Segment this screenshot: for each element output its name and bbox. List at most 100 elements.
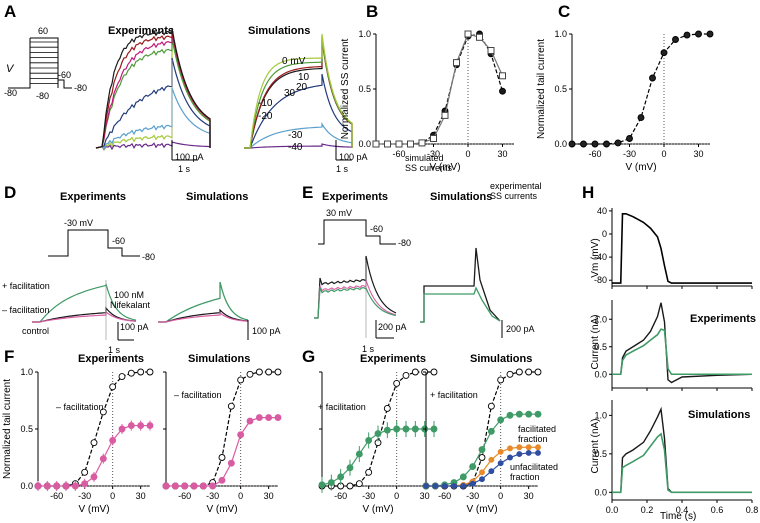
G-sim-point xyxy=(497,416,505,424)
a-sim-label: -30 xyxy=(288,130,303,141)
C-point xyxy=(626,135,633,142)
F-sim-point xyxy=(274,368,282,376)
F-exp-point xyxy=(99,455,107,463)
e-exp-scale-current: 200 pA xyxy=(378,322,407,332)
e-protocol xyxy=(318,219,396,245)
protocol-a-steps xyxy=(30,41,58,84)
h-current-axis-label-exp: Current (nA) xyxy=(590,314,601,369)
F-exp-point xyxy=(81,468,89,476)
B-point xyxy=(453,59,460,67)
F-sim-point xyxy=(246,370,254,378)
G-sim-point xyxy=(478,446,486,453)
G-exp-point xyxy=(393,425,401,433)
G-exp-point xyxy=(411,425,419,433)
B-point xyxy=(395,140,403,148)
G-exp-point xyxy=(337,473,345,481)
C-xtick-label: 30 xyxy=(693,149,703,159)
g-sim-facilitated-2: fraction xyxy=(518,434,548,444)
e-protocol-v3: -80 xyxy=(398,238,411,248)
G-sim-point xyxy=(534,368,542,376)
B-series-line xyxy=(376,33,504,145)
F-sim-point xyxy=(255,368,263,376)
protocol-a-tail-label: -60 xyxy=(58,70,71,80)
f-sim-title: Simulations xyxy=(188,353,250,365)
a-exp-trace xyxy=(95,37,211,149)
d-label-minus: – facilitation xyxy=(2,305,50,315)
C-xtick-label: 0 xyxy=(661,149,666,159)
a-sim-trace xyxy=(244,73,353,149)
h-sim-label: Simulations xyxy=(688,409,750,421)
C-point xyxy=(695,30,702,38)
G-sim-point xyxy=(488,468,495,475)
G-sim-point xyxy=(451,483,457,489)
d-label-plus: + facilitation xyxy=(2,281,50,291)
C-xlabel: V (mV) xyxy=(625,162,656,173)
d-label-drug2: Nifekalant xyxy=(110,300,151,310)
h-sim-trace xyxy=(612,432,752,494)
e-protocol-v1: 30 mV xyxy=(326,208,352,218)
e-sim-trace-black xyxy=(420,247,501,323)
C-point xyxy=(660,49,668,57)
h-exp-trace xyxy=(612,302,753,384)
e-exp-trace-black xyxy=(314,255,397,319)
a-sim-label: 10 xyxy=(298,72,310,83)
panel-c-plot: -60 -30 0 30 0.0 0.5 1.0 V (mV) Normalized tail … xyxy=(536,29,714,173)
G-exp-xtick-label: -30 xyxy=(362,491,375,501)
B-xlabel: V (mV) xyxy=(429,162,460,173)
B-xtick-label: -60 xyxy=(392,149,405,159)
e-exp-scale-time: 1 s xyxy=(362,344,375,354)
d-label-drug: 100 nM xyxy=(114,290,144,300)
G-sim-point xyxy=(497,460,504,467)
B-point xyxy=(499,72,506,80)
F-exp-point xyxy=(109,436,117,444)
a-exp-trace xyxy=(95,57,211,149)
h-sim-ytick-label: 0.0 xyxy=(594,487,607,497)
g-exp-ann: + facilitation xyxy=(318,402,366,412)
G-exp-point xyxy=(318,481,326,489)
G-sim-point xyxy=(469,480,476,487)
B-xtick-label: 30 xyxy=(497,149,507,159)
C-point xyxy=(614,139,622,147)
e-exp-title: Experiments xyxy=(322,191,388,203)
F-exp-ylabel: Normalized tail current xyxy=(2,379,13,479)
F-sim-point xyxy=(218,454,226,461)
C-point xyxy=(683,31,691,39)
panel-label-c: C xyxy=(558,2,570,21)
d-sim-traces xyxy=(158,281,249,323)
F-sim-point xyxy=(237,431,245,439)
h-sim-ytick-label: 1.0 xyxy=(594,410,607,420)
F-sim-point xyxy=(274,414,282,422)
G-exp-xlabel: V (mV) xyxy=(362,504,393,515)
F-exp-point xyxy=(62,482,70,490)
G-sim-xtick-label: -30 xyxy=(466,491,479,501)
G-sim-point xyxy=(515,368,523,376)
h-vm-ytick-label: 40 xyxy=(597,206,607,216)
G-exp-point xyxy=(355,480,363,488)
a-sim-scalebar xyxy=(335,140,352,161)
h-time-axis-label: Time (s) xyxy=(660,511,696,522)
a-sim-label: -20 xyxy=(258,111,273,122)
h-sim-trace xyxy=(612,406,752,494)
h-vm-ytick-label: 0 xyxy=(602,229,607,239)
a-sim-scale-current: 100 pA xyxy=(339,152,368,162)
B-point xyxy=(430,135,437,142)
F-sim-xtick-label: -60 xyxy=(178,491,191,501)
F-sim-point xyxy=(199,482,207,490)
a-exp-scale-time: 1 s xyxy=(178,164,191,174)
panel-g-exp-plot: -60 -30 0 30 V (mV) xyxy=(318,368,438,515)
F-exp-ytick-label: 1.0 xyxy=(20,367,33,377)
f-exp-ann: – facilitation xyxy=(56,402,104,412)
F-exp-xtick-label: 30 xyxy=(136,491,146,501)
C-point xyxy=(637,114,645,122)
G-sim-point xyxy=(525,449,532,456)
B-point xyxy=(384,140,391,148)
B-point xyxy=(418,139,426,147)
e-sim-scale-current: 200 pA xyxy=(506,324,535,334)
F-sim-xtick-label: 0 xyxy=(238,491,243,501)
F-exp-point xyxy=(127,422,135,430)
a-exp-trace xyxy=(95,27,211,149)
protocol-a xyxy=(8,37,72,89)
B-ylabel: Normalized SS current xyxy=(340,38,351,139)
G-sim-point xyxy=(441,483,448,489)
G-exp-xtick-label: 30 xyxy=(420,491,430,501)
